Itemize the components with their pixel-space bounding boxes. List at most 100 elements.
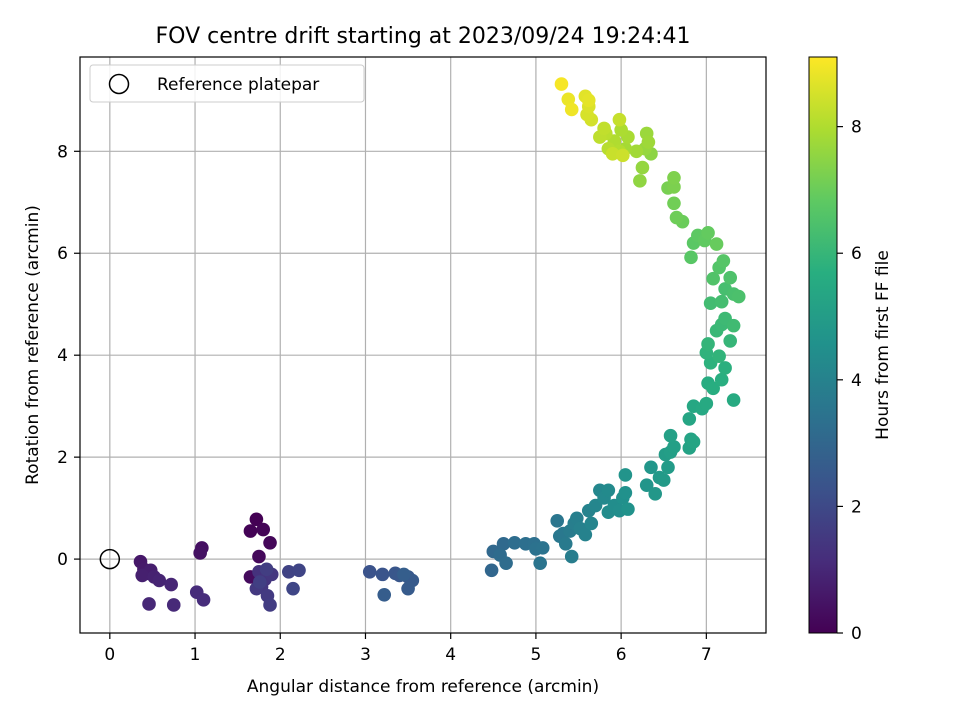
data-point [699,396,714,411]
data-point [669,210,684,225]
colorbar-tick-label: 4 [851,371,862,391]
x-tick-label: 0 [104,645,115,665]
data-point [249,512,264,527]
data-point [535,541,550,555]
data-point [196,593,211,607]
reference-layer [99,548,121,570]
data-point [564,102,579,117]
data-point [644,460,658,475]
data-point [684,250,698,265]
data-point [629,144,644,159]
x-tick-label: 1 [190,645,201,665]
data-point [253,575,267,589]
grid [80,57,766,633]
data-point [142,597,156,611]
y-axis-ticks: 0 2 4 6 8 [57,142,80,570]
data-point [375,567,390,582]
data-point [641,135,656,149]
data-point [499,556,513,570]
data-point [263,535,277,550]
data-point [667,440,681,454]
data-point [712,349,726,364]
colorbar: 0 2 4 6 8 Hours from first FF file [808,56,893,644]
x-axis-label: Angular distance from reference (arcmin) [247,677,599,697]
chart-title: FOV centre drift starting at 2023/09/24 … [156,24,691,49]
x-tick-label: 4 [445,645,456,665]
y-tick-label: 2 [57,448,68,468]
data-point [581,93,596,108]
data-point [633,174,647,188]
x-tick-label: 2 [275,645,286,665]
data-point [263,598,277,612]
data-point [152,573,167,588]
colorbar-tick-label: 2 [851,497,862,517]
plot-frame [79,56,767,634]
data-point [292,563,306,578]
data-point [597,121,611,136]
data-point [639,478,654,492]
x-tick-label: 7 [701,645,712,665]
reference-platepar-marker [99,548,121,570]
data-point [667,171,681,185]
data-point [661,460,675,475]
data-point [243,524,258,538]
data-points [133,77,746,612]
data-point [193,546,207,560]
data-point [726,318,741,333]
data-point [667,196,681,211]
data-point [564,549,579,564]
colorbar-gradient [808,56,838,634]
data-point [362,565,377,579]
data-point [656,473,671,487]
data-point [714,294,729,309]
data-point [716,254,731,268]
data-point [612,112,627,127]
data-point [496,536,511,551]
data-point [648,487,663,501]
data-point [533,556,547,570]
y-tick-label: 0 [57,550,68,570]
data-point [701,226,715,240]
data-point [164,577,178,592]
data-point [558,536,573,551]
y-tick-label: 4 [57,346,68,366]
x-tick-label: 3 [360,645,371,665]
x-axis-ticks: 0 1 2 3 4 5 6 7 [104,633,712,665]
colorbar-label: Hours from first FF file [873,250,893,440]
data-point [554,77,569,91]
y-tick-label: 6 [57,244,68,264]
data-point [377,587,392,602]
data-point [256,522,271,537]
data-point [718,361,732,375]
data-point [507,535,522,550]
colorbar-ticks: 0 2 4 6 8 [837,118,862,644]
data-point [686,435,701,449]
data-point [397,567,411,582]
data-point [550,514,565,528]
legend: Reference platepar [89,64,365,103]
data-point [618,468,633,482]
data-point [484,563,499,578]
colorbar-tick-label: 8 [851,118,862,138]
data-point [714,372,729,387]
data-point [605,147,620,161]
colorbar-tick-label: 6 [851,244,862,264]
data-point [731,289,746,304]
data-point [706,271,720,286]
data-point [578,527,593,542]
data-point [723,270,738,285]
data-point [601,483,616,498]
data-point [701,337,715,351]
data-point [618,486,633,500]
data-point [281,565,296,579]
data-point [286,581,300,596]
y-tick-label: 8 [57,142,68,162]
data-point [584,516,599,531]
data-point [726,393,741,407]
data-point [706,381,720,396]
data-point [616,148,630,163]
data-point [709,237,724,251]
